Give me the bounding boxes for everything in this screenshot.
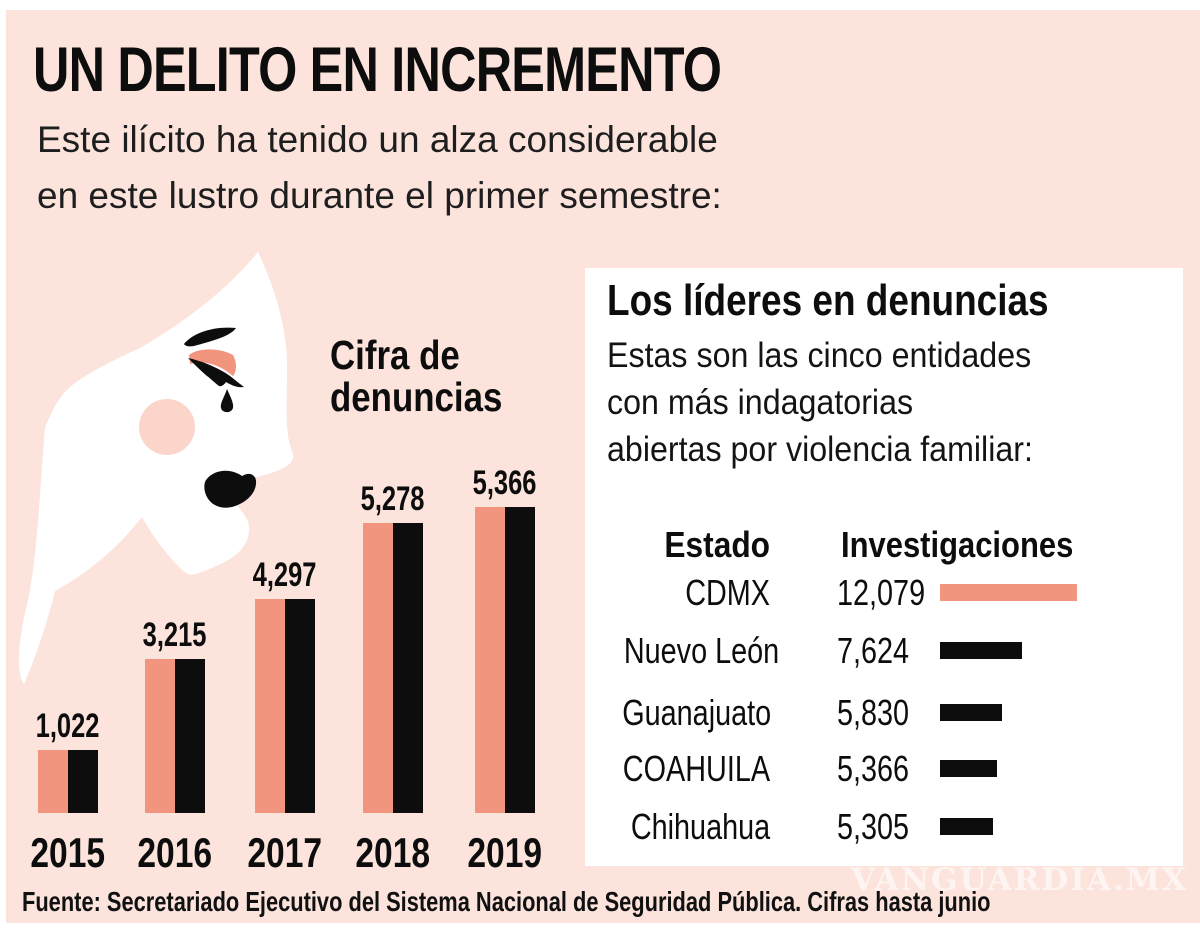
leaders-panel: Los líderes en denuncias Estas son las c… xyxy=(585,268,1183,866)
vanguardia-watermark: VANGUARDIA.MX xyxy=(851,862,1188,898)
investigations-value-4: 5,305 xyxy=(837,806,910,847)
tear-drop-icon xyxy=(220,389,234,413)
panel-subtitle-line-3: abiertas por violencia familiar: xyxy=(607,430,1033,469)
year-label-2017: 2017 xyxy=(247,829,323,876)
salmon-bar-2016 xyxy=(145,659,175,813)
eyebrow-icon xyxy=(184,327,236,347)
investigations-bar-1 xyxy=(940,642,1022,659)
black-bar-2015 xyxy=(68,750,98,813)
investigations-value-0: 12,079 xyxy=(837,572,926,613)
cheek-blush xyxy=(139,399,195,455)
investigations-bar-2 xyxy=(940,704,1002,721)
black-bar-2016 xyxy=(175,659,205,813)
crying-face-illustration xyxy=(18,252,294,684)
investigations-bar-0 xyxy=(940,584,1077,601)
panel-title: Los líderes en denuncias xyxy=(607,276,1049,325)
closed-eye-lashes xyxy=(188,358,244,388)
black-bar-2019 xyxy=(505,507,535,813)
year-label-2019: 2019 xyxy=(467,829,543,876)
state-label-3: COAHUILA xyxy=(622,748,770,789)
state-label-2: Guanajuato xyxy=(622,692,772,733)
black-bar-2017 xyxy=(285,599,315,813)
bar-value-label-2015: 1,022 xyxy=(36,707,100,745)
source-credit: Fuente: Secretariado Ejecutivo del Siste… xyxy=(22,886,991,917)
panel-subtitle-line-1: Estas son las cinco entidades xyxy=(607,336,1032,375)
state-label-4: Chihuahua xyxy=(630,806,770,847)
eyelid-shape xyxy=(189,349,236,376)
salmon-bar-2015 xyxy=(38,750,68,813)
salmon-bar-2019 xyxy=(475,507,505,813)
year-label-2016: 2016 xyxy=(137,829,213,876)
column-header-estado: Estado xyxy=(664,524,770,565)
page-title: UN DELITO EN INCREMENTO xyxy=(33,35,722,105)
investigations-bar-3 xyxy=(940,760,997,777)
panel-subtitle-line-2: con más indagatorias xyxy=(607,383,914,422)
bar-value-label-2019: 5,366 xyxy=(473,464,537,502)
year-label-2018: 2018 xyxy=(355,829,431,876)
state-label-1: Nuevo León xyxy=(623,630,780,671)
panel-subtitle: Estas son las cinco entidades con más in… xyxy=(607,332,1070,473)
investigations-value-1: 7,624 xyxy=(837,630,910,671)
bar-value-label-2016: 3,215 xyxy=(143,616,207,654)
chart-title: Cifra de denuncias xyxy=(330,332,503,420)
bar-value-label-2017: 4,297 xyxy=(253,556,317,594)
salmon-bar-2017 xyxy=(255,599,285,813)
investigations-bar-4 xyxy=(940,818,993,835)
subtitle-line-1: Este ilícito ha tenido un alza considera… xyxy=(37,119,718,160)
state-label-0: CDMX xyxy=(685,572,770,613)
subtitle-line-2: en este lustro durante el primer semestr… xyxy=(37,175,722,216)
investigations-value-2: 5,830 xyxy=(837,692,910,733)
salmon-bar-2018 xyxy=(363,523,393,813)
year-label-2015: 2015 xyxy=(30,829,106,876)
bar-value-label-2018: 5,278 xyxy=(361,480,425,518)
black-bar-2018 xyxy=(393,523,423,813)
investigations-value-3: 5,366 xyxy=(837,748,910,789)
lips-shape xyxy=(204,470,257,508)
page-subtitle: Este ilícito ha tenido un alza considera… xyxy=(37,112,722,224)
column-header-investigaciones: Investigaciones xyxy=(841,524,1074,565)
